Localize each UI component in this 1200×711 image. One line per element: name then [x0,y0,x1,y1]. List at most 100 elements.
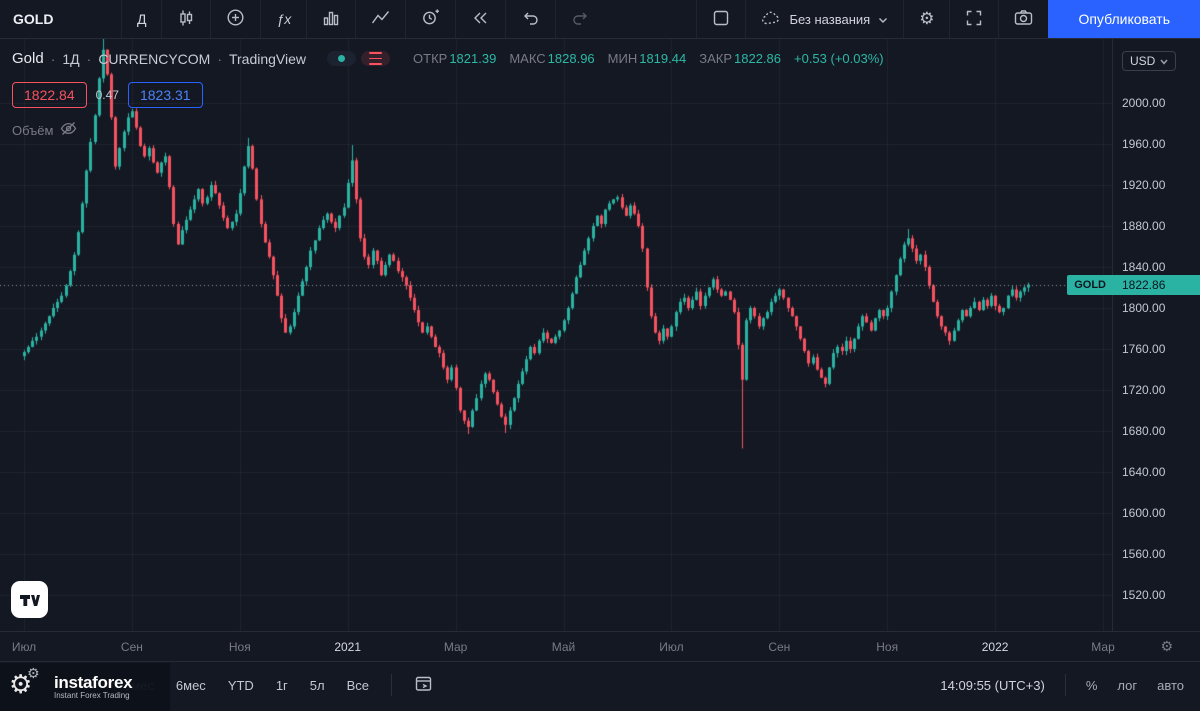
legend-separator: · [86,50,92,67]
bid-ask-row: 1822.84 0.47 1823.31 [12,82,203,108]
redo-arrow-icon [571,9,590,30]
compare-button[interactable] [211,0,262,38]
clock-display[interactable]: 14:09:55 (UTC+3) [940,677,1045,693]
legend-toggles [327,51,391,66]
undo-button[interactable] [506,0,557,38]
fx-icon: ƒx [276,11,292,27]
bid-price[interactable]: 1822.84 [12,82,87,108]
time-tick: Сен [768,639,791,654]
legend-provider[interactable]: TradingView [228,50,307,67]
legend-separator: · [217,50,222,67]
price-tag-value: 1822.86 [1113,274,1200,295]
price-tick: 1800.00 [1122,301,1166,315]
range-buttons: 3мес 6мес YTD 1г 5л Все [124,674,433,696]
price-tick: 1640.00 [1122,465,1166,479]
symbol-button[interactable]: GOLD [0,0,122,38]
ask-price[interactable]: 1823.31 [127,82,203,108]
low-value: 1819.44 [639,51,687,66]
range-all-button[interactable]: Все [346,677,370,693]
tv-logo-icon [19,594,40,606]
layout-button[interactable] [696,0,745,38]
candlestick-chart[interactable] [0,39,1112,631]
indicator-templates-button[interactable] [307,0,357,38]
time-tick: Май [551,639,576,654]
time-tick: Июл [659,639,684,654]
price-tick: 1960.00 [1122,137,1166,151]
plus-circle-icon [226,8,245,30]
price-tick: 1920.00 [1122,178,1166,192]
time-axis-settings-icon[interactable]: ⚙ [1160,638,1173,655]
time-tick: Сен [120,639,143,654]
time-tick: Ноя [228,639,251,654]
chart-type-button[interactable] [162,0,212,38]
redo-button[interactable] [556,0,605,38]
chart-main: Gold · 1Д · CURRENCYCOM · TradingView ОТ… [0,39,1200,631]
goto-date-icon[interactable] [414,674,433,696]
chevron-down-icon [878,12,888,27]
volume-legend: Объём [12,120,77,140]
time-tick: 2021 [334,639,362,654]
fullscreen-button[interactable] [949,0,998,38]
range-6m-button[interactable]: 6мес [175,677,206,693]
change-value: +0.53 (+0.03%) [794,51,884,66]
price-tick: 1520.00 [1122,588,1166,602]
range-ytd-button[interactable]: YTD [227,677,254,693]
price-tick: 1760.00 [1122,342,1166,356]
legend-symbol[interactable]: Gold [12,50,44,67]
close-label: ЗАКР [699,51,732,66]
legend-dot-toggle-icon[interactable] [327,51,357,66]
legend-exchange[interactable]: CURRENCYCOM [98,50,211,67]
price-tick: 2000.00 [1122,96,1166,110]
undo-arrow-icon [521,9,540,30]
save-layout-button[interactable]: Без названия [745,0,903,38]
time-tick: Мар [1091,639,1115,654]
camera-icon [1014,9,1033,29]
zigzag-line-icon [371,9,390,30]
settings-button[interactable]: ⚙ [903,0,949,38]
close-value: 1822.86 [734,51,781,66]
toolbar-divider [391,674,393,696]
high-label: МАКС [509,51,546,66]
percent-scale-button[interactable]: % [1085,677,1098,693]
indicators-button[interactable]: ƒx [261,0,308,38]
price-tick: 1880.00 [1122,219,1166,233]
price-tick: 1720.00 [1122,383,1166,397]
snapshot-button[interactable] [998,0,1048,38]
toolbar-divider [1064,674,1066,696]
high-value: 1828.96 [547,51,595,66]
gears-logo-icon: ⚙ ⚙ [9,666,40,700]
eye-off-icon[interactable] [60,120,77,140]
price-axis[interactable]: USD 2000.00 1960.00 1920.00 1880.00 1840.00 1… [1113,39,1200,631]
currency-selector[interactable]: USD [1122,51,1177,71]
log-scale-button[interactable]: лог [1117,677,1138,693]
replay-button[interactable] [456,0,507,38]
interval-label: Д [137,11,147,27]
legend-separator: · [50,50,56,67]
publish-button[interactable]: Опубликовать [1048,0,1200,38]
cloud-icon [761,10,781,29]
time-tick: Ноя [876,639,899,654]
price-tag-symbol: GOLD [1067,274,1113,295]
legend-interval[interactable]: 1Д [62,50,80,67]
auto-scale-button[interactable]: авто [1157,677,1184,693]
range-5y-button[interactable]: 5л [309,677,325,693]
alert-button[interactable] [406,0,457,38]
brand-tagline: Instant Forex Trading [54,690,130,700]
interval-button[interactable]: Д [122,0,163,38]
time-tick: Мар [443,639,468,654]
bottom-toolbar: 3мес 6мес YTD 1г 5л Все 14:09:55 (UTC+3)… [0,661,1200,708]
alarm-clock-plus-icon [421,8,440,30]
time-axis[interactable]: Июл Сен Ноя 2021 Мар Май Июл Сен Ноя 2022 Мар ⚙ [0,631,1200,661]
legend-lines-toggle-icon[interactable] [361,51,391,66]
price-tick: 1600.00 [1122,506,1166,520]
fullscreen-icon [965,9,983,30]
range-1y-button[interactable]: 1г [275,677,288,693]
tradingview-logo[interactable] [11,581,48,618]
volume-label[interactable]: Объём [12,122,54,138]
time-tick: Июл [11,639,37,654]
symbol-label: GOLD [13,11,54,27]
low-label: МИН [607,51,638,66]
layout-name: Без названия [789,11,871,27]
patterns-button[interactable] [356,0,407,38]
